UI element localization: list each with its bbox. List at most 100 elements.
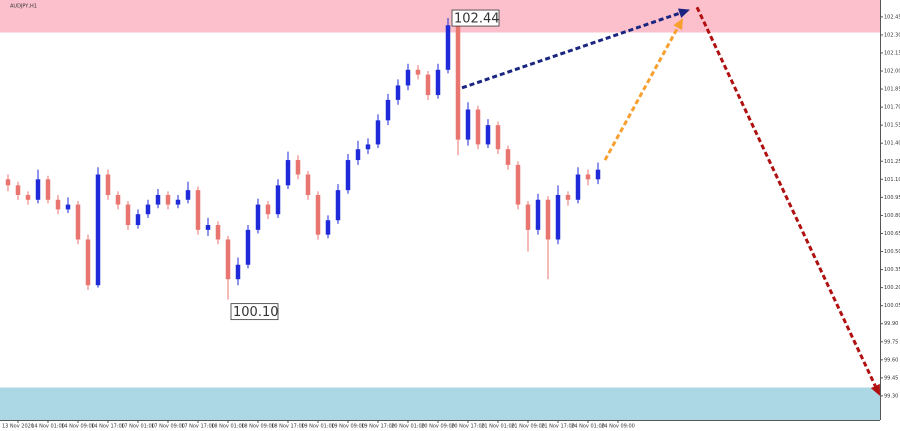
- candle-body: [105, 174, 111, 195]
- candle-body: [425, 74, 431, 96]
- y-tick-label: 101.85: [884, 87, 900, 93]
- zone: [0, 0, 880, 33]
- price-label-box: [230, 303, 279, 321]
- candle-body: [475, 109, 481, 145]
- candle-body: [165, 194, 171, 205]
- y-tick-label: 99.90: [884, 321, 898, 327]
- candle-body: [15, 185, 21, 195]
- zone: [0, 387, 880, 420]
- candle-body: [95, 174, 101, 286]
- candle-body: [35, 179, 41, 200]
- y-tick-label: 99.30: [884, 393, 898, 399]
- price-label: 102.44: [454, 12, 500, 27]
- candle-body: [465, 109, 471, 140]
- candle-body: [355, 149, 361, 161]
- candle-body: [435, 69, 441, 96]
- candle-body: [345, 160, 351, 191]
- candle-body: [85, 239, 91, 286]
- y-tick-label: 100.95: [884, 195, 900, 201]
- candle-body: [245, 229, 251, 265]
- candle-body: [525, 204, 531, 230]
- forecast-arrow: [603, 26, 680, 161]
- candle-body: [235, 264, 241, 280]
- candle-body: [205, 225, 211, 230]
- candle-body: [255, 204, 261, 230]
- x-tick-label: 17 Nov 01:00: [121, 424, 155, 430]
- candle-body: [185, 190, 191, 200]
- candle-body: [225, 239, 231, 280]
- candle-body: [585, 174, 591, 180]
- x-tick-label: 20 Nov 09:00: [421, 424, 455, 430]
- candle-body: [565, 194, 571, 200]
- x-tick-label: 18 Nov 09:00: [241, 424, 275, 430]
- candle-body: [195, 190, 201, 230]
- arrow-head: [870, 383, 880, 396]
- candle-body: [215, 225, 221, 240]
- candle-body: [595, 169, 601, 180]
- y-tick-label: 102.00: [884, 69, 900, 75]
- y-tick-label: 102.45: [884, 14, 900, 20]
- candle-body: [365, 144, 371, 150]
- candle-body: [5, 179, 11, 186]
- candle-body: [385, 99, 391, 121]
- x-tick-label: 17 Nov 17:00: [181, 424, 215, 430]
- candle-body: [485, 125, 491, 145]
- y-tick-label: 102.15: [884, 50, 900, 56]
- candle-body: [265, 204, 271, 215]
- candle-body: [415, 69, 421, 75]
- candle-body: [175, 199, 181, 205]
- y-tick-label: 101.40: [884, 141, 900, 147]
- candle-body: [445, 25, 451, 70]
- x-tick-label: 20 Nov 17:00: [451, 424, 485, 430]
- y-tick-label: 99.60: [884, 357, 898, 363]
- candle-body: [55, 199, 61, 210]
- x-tick-label: 21 Nov 09:00: [511, 424, 545, 430]
- candle-body: [325, 220, 331, 235]
- candle-body: [545, 199, 551, 240]
- candle-body: [275, 185, 281, 215]
- chart-title: AUDJPY,H1: [10, 4, 37, 10]
- candle-body: [535, 199, 541, 230]
- x-tick-label: 21 Nov 17:00: [541, 424, 575, 430]
- x-tick-label: 13 Nov 2020: [2, 424, 34, 430]
- candle-body: [495, 125, 501, 150]
- x-tick-label: 19 Nov 01:00: [301, 424, 335, 430]
- price-label-box: [451, 9, 500, 27]
- y-tick-label: 100.20: [884, 285, 900, 291]
- candle-body: [135, 214, 141, 226]
- x-tick-label: 19 Nov 17:00: [361, 424, 395, 430]
- x-tick-label: 19 Nov 09:00: [331, 424, 365, 430]
- candle-body: [555, 194, 561, 240]
- y-tick-label: 100.65: [884, 231, 900, 237]
- y-tick-label: 100.50: [884, 249, 900, 255]
- candle-body: [295, 160, 301, 175]
- candle-body: [305, 174, 311, 195]
- y-tick-label: 102.30: [884, 32, 900, 38]
- candle-body: [315, 194, 321, 235]
- candle-body: [25, 194, 31, 200]
- candle-body: [455, 25, 461, 140]
- candle-body: [285, 160, 291, 186]
- y-tick-label: 101.25: [884, 159, 900, 165]
- y-tick-label: 100.35: [884, 267, 900, 273]
- candle-body: [515, 164, 521, 205]
- forecast-arrow: [461, 11, 681, 90]
- candle-body: [45, 179, 51, 200]
- candle-body: [395, 85, 401, 100]
- candle-body: [405, 69, 411, 86]
- y-tick-label: 101.55: [884, 123, 900, 129]
- candle-body: [125, 204, 131, 226]
- x-tick-label: 18 Nov 01:00: [211, 424, 245, 430]
- y-tick-label: 101.10: [884, 177, 900, 183]
- x-tick-label: 20 Nov 01:00: [391, 424, 425, 430]
- candle-body: [335, 190, 341, 221]
- x-tick-label: 14 Nov 17:00: [91, 424, 125, 430]
- candle-body: [375, 120, 381, 145]
- forecast-arrow: [695, 6, 877, 387]
- price-label: 100.10: [233, 305, 279, 320]
- x-tick-label: 17 Nov 09:00: [151, 424, 185, 430]
- candle-body: [115, 194, 121, 205]
- arrow-head: [677, 8, 690, 18]
